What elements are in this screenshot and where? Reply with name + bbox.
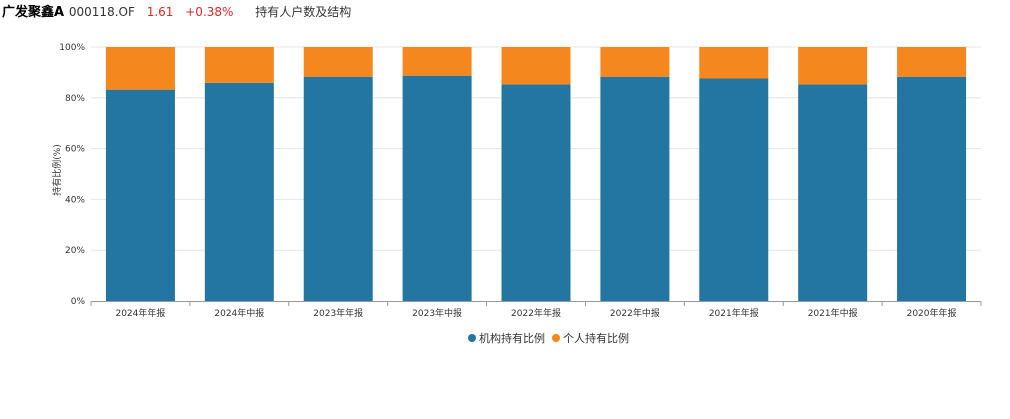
bar-individual[interactable] xyxy=(501,47,571,85)
bar-individual[interactable] xyxy=(897,47,967,77)
bar-individual[interactable] xyxy=(402,47,472,76)
y-tick-label: 0% xyxy=(71,297,86,307)
axes: 0% 20% 40% 60% 80% 100% 2024年年报 2024年中报 2023年年报 2… xyxy=(59,43,982,319)
y-axis-title: 持有比例(%) xyxy=(51,144,63,196)
bar-institution[interactable] xyxy=(600,76,670,301)
bar-institution[interactable] xyxy=(303,76,373,301)
bar-individual[interactable] xyxy=(600,47,670,77)
legend-marker xyxy=(552,334,560,342)
bar-institution[interactable] xyxy=(204,82,274,302)
bar-institution[interactable] xyxy=(699,78,769,301)
bar-institution[interactable] xyxy=(402,75,472,302)
fund-price: 1.61 xyxy=(146,5,174,19)
bar-institution[interactable] xyxy=(105,89,175,301)
legend-label[interactable]: 个人持有比例 xyxy=(563,331,629,345)
x-tick-label: 2022年年报 xyxy=(511,307,561,319)
bar-institution[interactable] xyxy=(501,84,571,301)
fund-code: 000118.OF xyxy=(68,5,135,19)
chart-header: 广发聚鑫A 000118.OF 1.61 +0.38% 持有人户数及结构 xyxy=(2,4,351,20)
y-tick-label: 20% xyxy=(65,246,85,256)
legend[interactable]: 机构持有比例 个人持有比例 xyxy=(468,331,629,345)
x-tick-label: 2021年中报 xyxy=(808,307,858,319)
bar-individual[interactable] xyxy=(699,47,769,79)
x-tick-label: 2023年年报 xyxy=(313,307,363,319)
bar-series xyxy=(105,47,967,302)
legend-marker xyxy=(468,334,476,342)
bar-institution[interactable] xyxy=(897,76,967,301)
y-tick-label: 100% xyxy=(59,43,85,53)
bar-individual[interactable] xyxy=(105,47,175,90)
x-tick-label: 2021年年报 xyxy=(709,307,759,319)
fund-change: +0.38% xyxy=(185,5,234,19)
bar-individual[interactable] xyxy=(303,47,373,77)
fund-name: 广发聚鑫A xyxy=(2,5,65,20)
y-tick-label: 80% xyxy=(65,94,85,104)
y-tick-label: 40% xyxy=(65,195,85,205)
x-tick-label: 2024年中报 xyxy=(214,307,264,319)
legend-label[interactable]: 机构持有比例 xyxy=(479,331,545,345)
x-tick-label: 2022年中报 xyxy=(610,307,660,319)
bar-individual[interactable] xyxy=(798,47,868,85)
x-tick-label: 2020年年报 xyxy=(907,307,957,319)
y-tick-label: 60% xyxy=(65,145,85,155)
bar-individual[interactable] xyxy=(204,47,274,83)
x-tick-label: 2023年中报 xyxy=(412,307,462,319)
bar-institution[interactable] xyxy=(798,84,868,301)
section-title: 持有人户数及结构 xyxy=(255,5,352,19)
x-tick-label: 2024年年报 xyxy=(115,307,165,319)
